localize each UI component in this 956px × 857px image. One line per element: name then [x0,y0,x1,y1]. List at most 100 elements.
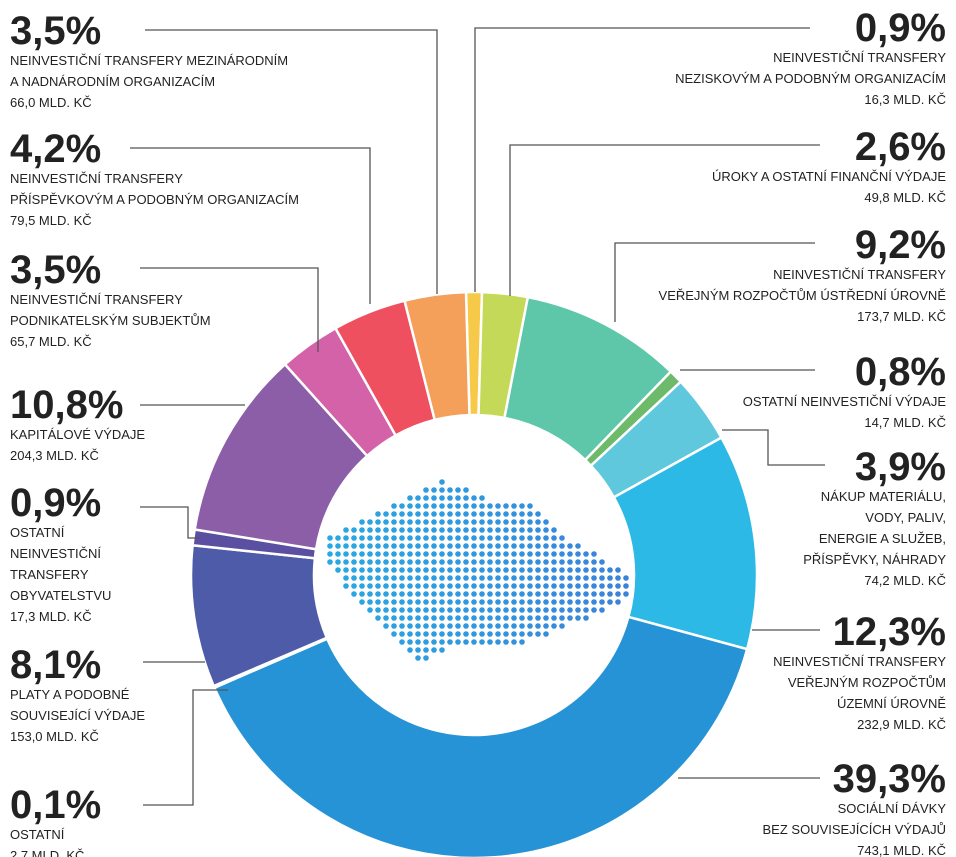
map-dot [471,519,477,525]
map-dot [423,647,429,653]
map-dot [559,551,565,557]
percent-label: 10,8% [10,383,123,427]
map-dot [391,583,397,589]
amount-label: 66,0 MLD. KČ [10,95,92,110]
map-dot [535,599,541,605]
map-dot [439,551,445,557]
category-label: PŘÍSPĚVKY, NÁHRADY [803,552,946,567]
map-dot [527,567,533,573]
map-dot [503,623,509,629]
category-label: SOUVISEJÍCÍ VÝDAJE [10,708,145,723]
map-dot [351,583,357,589]
map-dot [471,567,477,573]
map-dot [375,543,381,549]
map-dot [503,639,509,645]
map-dot [527,631,533,637]
map-dot [567,567,573,573]
map-dot [495,543,501,549]
map-dot [575,615,581,621]
map-dot [455,535,461,541]
map-dot [543,527,549,533]
map-dot [551,607,557,613]
amount-label: 14,7 MLD. KČ [864,415,946,430]
map-dot [543,607,549,613]
map-dot [487,511,493,517]
map-dot [495,623,501,629]
map-dot [375,559,381,565]
map-dot [423,599,429,605]
map-dot [407,575,413,581]
map-dot [351,527,357,533]
map-dot [415,655,421,661]
map-dot [455,543,461,549]
map-dot [551,591,557,597]
map-dot [415,519,421,525]
map-dot [479,575,485,581]
map-dot [399,503,405,509]
map-dot [391,551,397,557]
amount-label: 204,3 MLD. KČ [10,448,99,463]
map-dot [559,575,565,581]
map-dot [479,543,485,549]
map-dot [511,503,517,509]
map-dot [431,511,437,517]
map-dot [439,591,445,597]
map-dot [327,559,333,565]
map-dot [591,591,597,597]
map-dot [471,591,477,597]
map-dot [511,535,517,541]
amount-label: 79,5 MLD. KČ [10,213,92,228]
map-dot [375,599,381,605]
map-dot [431,559,437,565]
category-label: NÁKUP MATERIÁLU, [821,489,946,504]
percent-label: 4,2% [10,127,101,171]
map-dot [623,591,629,597]
map-dot [455,567,461,573]
map-dot [543,591,549,597]
percent-label: 3,5% [10,9,101,53]
map-dot [383,583,389,589]
map-dot [527,535,533,541]
map-dot [583,575,589,581]
map-dot [535,551,541,557]
map-dot [391,575,397,581]
map-dot [487,503,493,509]
map-dot [359,535,365,541]
map-dot [335,535,341,541]
map-dot [495,551,501,557]
map-dot [359,575,365,581]
map-dot [447,639,453,645]
map-dot [367,535,373,541]
map-dot [487,559,493,565]
map-dot [343,583,349,589]
map-dot [415,543,421,549]
map-dot [431,607,437,613]
map-dot [551,551,557,557]
map-dot [495,503,501,509]
map-dot [431,583,437,589]
map-dot [423,567,429,573]
percent-label: 12,3% [833,610,946,654]
map-dot [479,599,485,605]
map-dot [399,607,405,613]
map-dot [607,575,613,581]
map-dot [399,631,405,637]
map-dot [463,543,469,549]
map-dot [423,615,429,621]
map-dot [423,559,429,565]
map-dot [583,583,589,589]
map-dot [383,543,389,549]
map-dot [471,607,477,613]
map-dot [391,559,397,565]
amount-label: 2,7 MLD. KČ [10,848,84,857]
map-dot [447,527,453,533]
map-dot [575,559,581,565]
map-dot [559,535,565,541]
map-dot [575,551,581,557]
leader-line [722,429,825,466]
map-dot [391,511,397,517]
map-dot [463,535,469,541]
map-dot [535,511,541,517]
map-dot [487,583,493,589]
